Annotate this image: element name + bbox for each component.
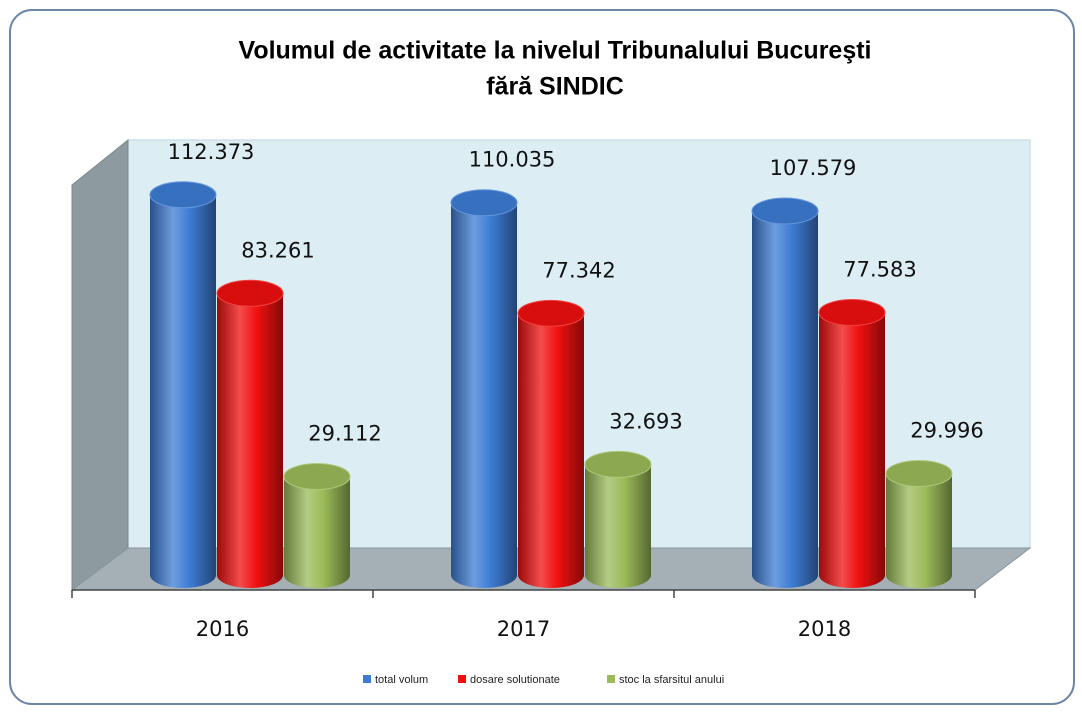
cylinder (284, 476, 350, 588)
cylinder-top (216, 279, 284, 307)
data-label: 107.579 (770, 156, 857, 180)
chart-title: Volumul de activitate la nivelul Tribuna… (239, 37, 872, 65)
side-wall (71, 138, 129, 591)
cylinder (150, 194, 216, 588)
cylinder (217, 293, 283, 588)
cylinder-top (885, 460, 953, 488)
cylinder-top (283, 463, 351, 491)
cylinder (752, 211, 818, 588)
data-label: 77.583 (843, 258, 916, 282)
legend-label: total volum (375, 674, 428, 686)
legend-label: dosare solutionate (470, 674, 560, 686)
data-label: 29.112 (308, 422, 381, 446)
x-tick-label: 2017 (497, 617, 550, 641)
cylinder (518, 313, 584, 588)
x-tick-label: 2016 (196, 617, 249, 641)
data-label: 83.261 (241, 238, 314, 262)
cylinder-top (584, 450, 652, 478)
data-label: 110.035 (469, 148, 556, 172)
cylinder-top (149, 181, 217, 209)
cylinder (451, 202, 517, 589)
cylinder (886, 473, 952, 588)
legend-swatch (607, 675, 615, 683)
data-label: 29.996 (910, 419, 983, 443)
chart-subtitle: fără SINDIC (486, 73, 624, 101)
data-label: 77.342 (542, 258, 615, 282)
data-label: 112.373 (168, 140, 255, 164)
data-label: 32.693 (609, 409, 682, 433)
cylinder (585, 464, 651, 588)
cylinder-top (517, 299, 585, 327)
legend-swatch (458, 675, 466, 683)
cylinder-top (818, 299, 886, 327)
legend-label: stoc la sfarsitul anului (619, 674, 724, 686)
cylinder (819, 312, 885, 588)
cylinder-top (751, 197, 819, 225)
legend-swatch (363, 675, 371, 683)
x-tick-label: 2018 (798, 617, 851, 641)
cylinder-top (450, 189, 518, 217)
